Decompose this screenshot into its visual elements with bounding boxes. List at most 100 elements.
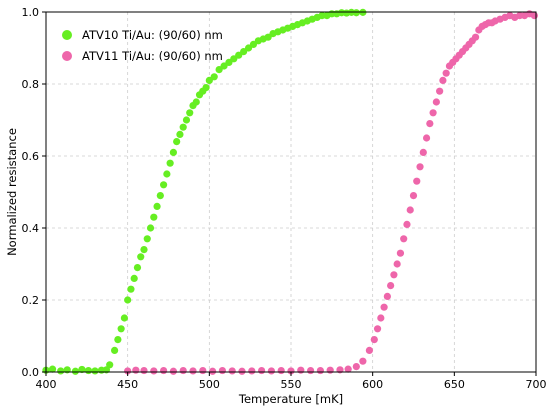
data-point	[106, 361, 114, 369]
data-point	[199, 366, 207, 375]
data-point	[387, 282, 395, 290]
x-tick-label: 400	[36, 378, 57, 391]
legend-label-atv11: ATV11 Ti/Au: (90/60) nm	[82, 49, 223, 63]
data-point	[365, 346, 373, 354]
series-1-points	[124, 10, 538, 375]
data-point	[359, 357, 367, 365]
data-point	[169, 148, 177, 156]
legend-marker-atv10	[62, 30, 72, 40]
x-tick-label: 650	[444, 378, 465, 391]
data-point	[146, 224, 155, 232]
data-point	[277, 366, 285, 375]
data-point	[163, 170, 171, 178]
data-point	[406, 206, 414, 214]
data-point	[202, 84, 210, 92]
data-point	[209, 367, 217, 375]
data-point	[442, 69, 450, 77]
data-point	[383, 292, 391, 300]
data-point	[429, 109, 437, 117]
data-point	[169, 367, 177, 375]
data-point	[297, 366, 305, 374]
data-point	[377, 314, 385, 322]
data-point	[439, 76, 447, 84]
legend-marker-atv11	[62, 51, 72, 61]
data-point	[57, 367, 65, 375]
y-tick-label: 0.2	[22, 294, 40, 307]
x-tick-label: 600	[362, 378, 383, 391]
data-point	[352, 363, 360, 371]
y-tick-label: 1.0	[22, 6, 40, 19]
data-points	[42, 8, 538, 375]
series-0-points	[42, 8, 367, 375]
data-point	[370, 336, 378, 344]
data-point	[153, 202, 161, 210]
data-point	[182, 116, 191, 124]
data-point	[160, 366, 168, 375]
data-point	[409, 192, 418, 200]
data-point	[189, 367, 197, 375]
data-point	[137, 253, 145, 261]
x-tick-label: 700	[526, 378, 547, 391]
data-point	[130, 274, 138, 282]
x-tick-label: 450	[117, 378, 138, 391]
data-point	[287, 367, 295, 375]
data-point	[78, 365, 86, 374]
data-point	[471, 33, 480, 41]
data-point	[307, 366, 315, 375]
data-point	[422, 134, 431, 142]
data-point	[426, 120, 434, 128]
data-point	[140, 366, 148, 375]
data-point	[48, 365, 57, 373]
data-point	[111, 346, 119, 354]
data-point	[166, 159, 174, 167]
y-tick-label: 0.6	[22, 150, 40, 163]
y-tick-label: 0.0	[22, 366, 40, 379]
data-point	[373, 325, 382, 333]
data-point	[124, 296, 132, 304]
data-point	[150, 367, 158, 375]
y-axis-label: Normalized resistance	[5, 128, 19, 256]
x-axis-label: Temperature [mK]	[238, 392, 343, 406]
axis-ticks: 400 450 500 550 600 650 700 0.0 0.2 0.4 0.6 0.8 1.0	[22, 6, 547, 391]
data-point	[176, 130, 184, 138]
data-point	[133, 264, 142, 272]
data-point	[124, 367, 132, 375]
data-point	[248, 367, 256, 375]
grid-lines	[45, 11, 537, 373]
data-point	[173, 138, 181, 146]
data-point	[228, 367, 236, 375]
data-point	[143, 235, 151, 243]
y-tick-label: 0.4	[22, 222, 40, 235]
data-point	[117, 325, 125, 333]
data-point	[400, 235, 408, 243]
data-point	[416, 163, 424, 171]
data-point	[132, 366, 140, 374]
data-point	[179, 366, 187, 375]
data-point	[436, 87, 444, 95]
data-point	[210, 73, 218, 81]
data-point	[403, 220, 411, 228]
data-point	[396, 249, 405, 257]
y-tick-label: 0.8	[22, 78, 40, 91]
data-point	[186, 109, 194, 117]
data-point	[419, 148, 427, 156]
data-point	[344, 365, 352, 373]
legend-label-atv10: ATV10 Ti/Au: (90/60) nm	[82, 28, 223, 42]
data-point	[192, 98, 200, 106]
data-point	[530, 12, 538, 20]
data-point	[258, 366, 266, 375]
data-point	[267, 367, 275, 375]
data-point	[179, 123, 187, 131]
data-point	[326, 366, 334, 374]
data-point	[380, 303, 388, 311]
data-point	[432, 98, 440, 106]
data-point	[238, 367, 246, 375]
data-point	[316, 366, 324, 375]
data-point	[156, 192, 164, 200]
data-point	[127, 285, 135, 293]
data-point	[218, 366, 226, 375]
data-point	[71, 367, 79, 375]
data-point	[150, 213, 158, 221]
data-point	[393, 260, 401, 268]
legend: ATV10 Ti/Au: (90/60) nm ATV11 Ti/Au: (90…	[62, 28, 223, 63]
